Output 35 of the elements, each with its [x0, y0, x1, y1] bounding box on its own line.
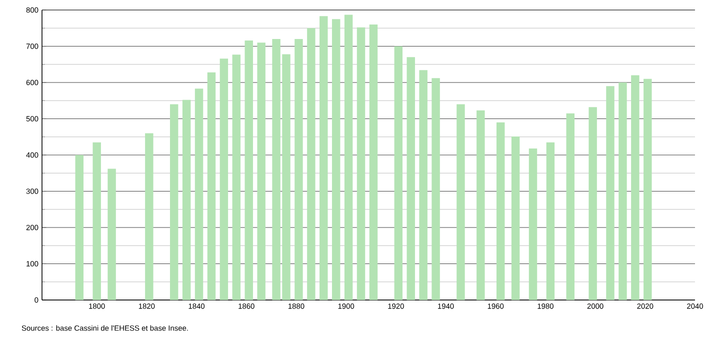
bar: [307, 28, 316, 300]
bar: [476, 110, 485, 300]
bar: [320, 16, 328, 300]
bar: [618, 82, 627, 300]
bar: [406, 57, 415, 300]
bar: [511, 136, 520, 300]
bar: [432, 78, 440, 300]
bar: [108, 168, 116, 300]
bar: [257, 42, 266, 300]
bar: [145, 133, 154, 300]
bar: [344, 14, 353, 300]
bar: [294, 39, 303, 300]
bar: [419, 70, 428, 300]
bar: [232, 54, 241, 300]
bar: [566, 113, 574, 300]
bar: [528, 148, 538, 300]
bar: [244, 40, 253, 300]
bar: [220, 58, 228, 300]
bar: [631, 75, 640, 300]
bar: [546, 142, 555, 300]
bar: [496, 122, 505, 300]
bar: [75, 155, 84, 300]
bar: [606, 86, 614, 300]
bar: [332, 19, 340, 300]
bar: [369, 24, 378, 300]
bar: [194, 88, 204, 300]
bar: [170, 104, 178, 300]
bar: [644, 78, 652, 300]
bar: [182, 100, 191, 300]
bar: [588, 107, 597, 300]
bar: [356, 27, 366, 300]
bar: [92, 142, 101, 300]
bar: [456, 104, 465, 300]
bar: [394, 46, 403, 300]
bar: [207, 72, 216, 300]
